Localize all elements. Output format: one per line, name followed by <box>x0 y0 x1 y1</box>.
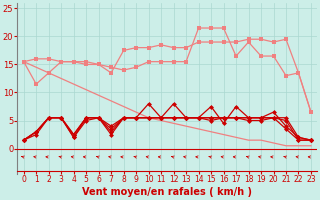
X-axis label: Vent moyen/en rafales ( km/h ): Vent moyen/en rafales ( km/h ) <box>82 187 252 197</box>
